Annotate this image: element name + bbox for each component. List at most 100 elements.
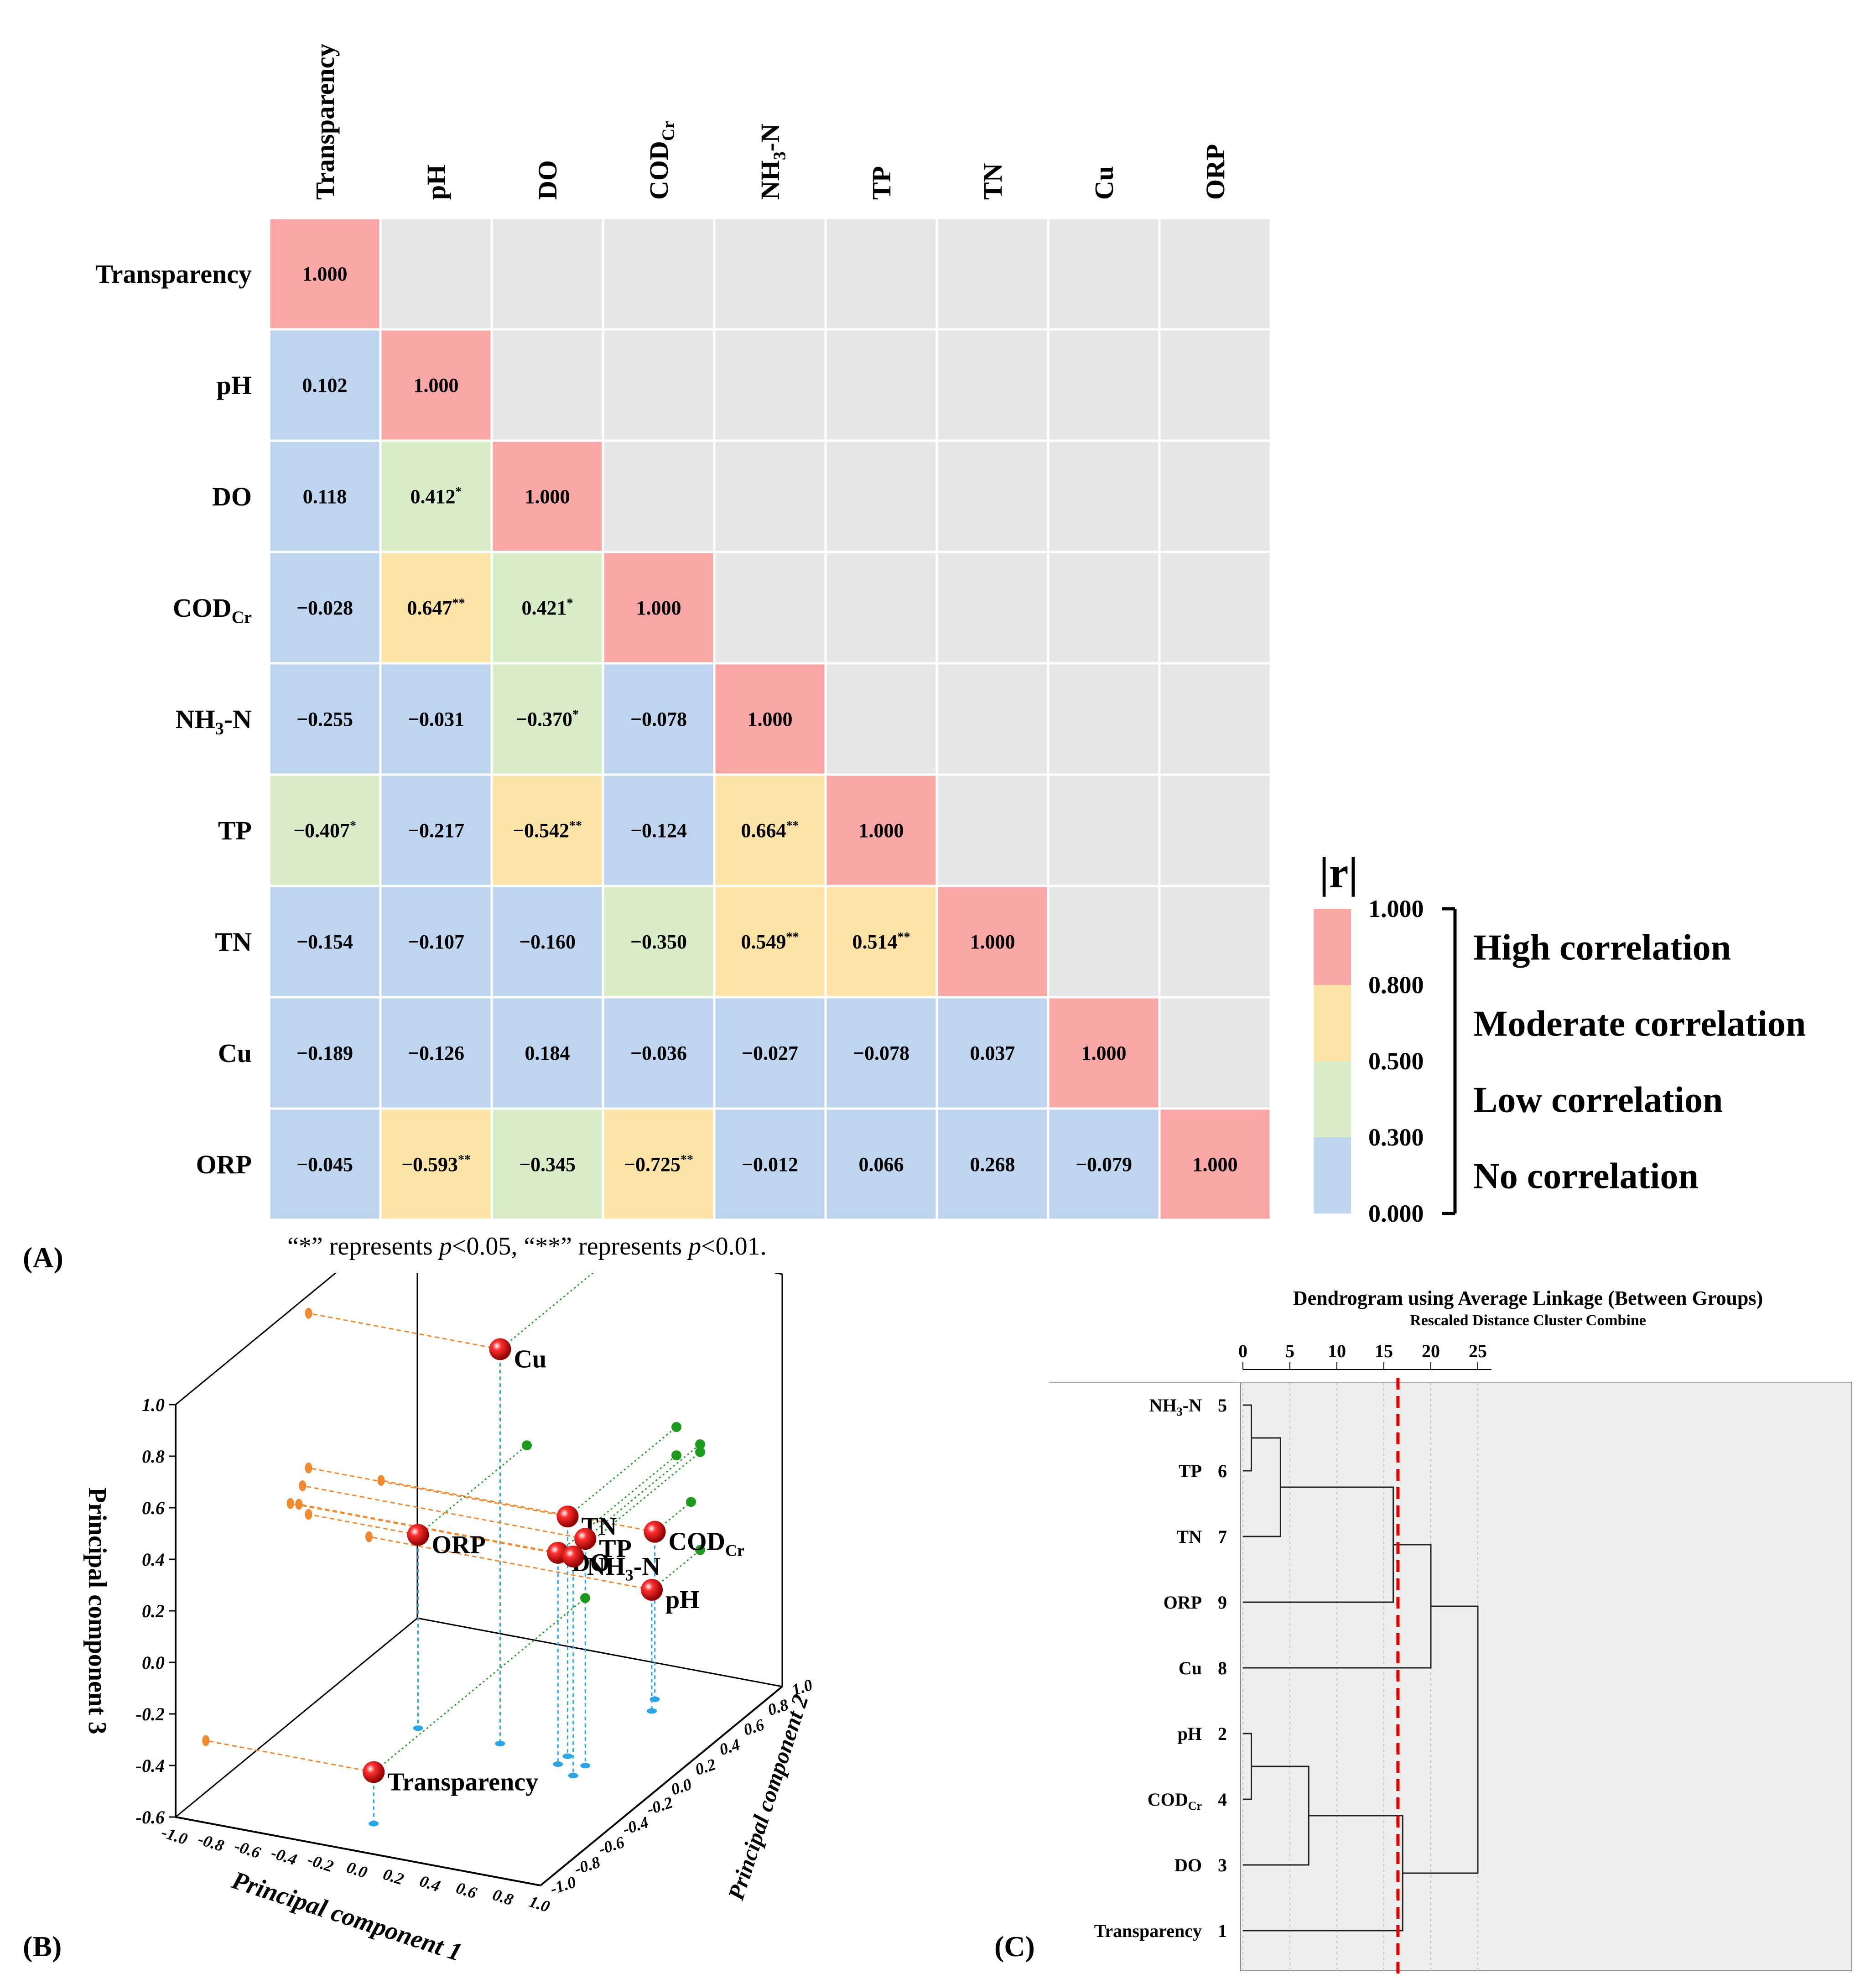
cell-value-text: 0.664: [741, 819, 786, 842]
leaf-label-main: TN: [1176, 1526, 1202, 1547]
floor-projection-marker: [413, 1725, 423, 1731]
dendrogram-branch: [1243, 1765, 1310, 1866]
x-tick-label: -0.6: [232, 1837, 263, 1862]
cell-significance: *: [456, 485, 462, 499]
heatmap-cell-value: 1.000: [970, 931, 1015, 953]
heatmap-cell-value: −0.542**: [513, 819, 582, 842]
z-tick-label: -0.2: [136, 1704, 165, 1724]
x-tick-label: 0.6: [454, 1879, 479, 1902]
side-projection-line: [308, 1312, 500, 1350]
heatmap-cell: [493, 776, 602, 885]
heatmap-empty-cell: [826, 330, 936, 440]
cell-value-text: −0.036: [630, 1042, 687, 1064]
floor-projection-marker: [562, 1753, 573, 1759]
cell-value-text: 1.000: [1081, 1042, 1127, 1064]
side-projection-marker: [295, 1499, 303, 1510]
data-point-label: TP: [599, 1535, 632, 1563]
data-point-label: Cu: [514, 1345, 547, 1374]
data-point-label: pH: [665, 1586, 700, 1614]
leaf-number: 2: [1218, 1724, 1227, 1744]
heatmap-empty-cell: [1049, 330, 1159, 440]
cell-value-text: −0.160: [519, 931, 576, 953]
back-projection-line: [567, 1426, 677, 1517]
heatmap-empty-cell: [604, 219, 713, 328]
back-projection-line: [654, 1501, 691, 1532]
column-label-main: ORP: [1200, 144, 1230, 200]
heatmap-cell-value: −0.107: [408, 931, 464, 953]
heatmap-cell: [270, 553, 379, 662]
z-tick-label: 1.0: [142, 1395, 165, 1415]
heatmap-empty-cell: [1049, 776, 1159, 885]
heatmap-cell: [1049, 998, 1159, 1108]
heatmap-cell-value: 1.000: [525, 485, 570, 508]
back-projection-marker: [580, 1593, 590, 1603]
legend-band-label: High correlation: [1473, 928, 1731, 968]
point-label-sub: 3: [625, 1566, 634, 1584]
dendrogram-plot-area: [1240, 1382, 1852, 1971]
box-edge: [175, 1617, 418, 1818]
x-tick-label: 15: [1375, 1341, 1393, 1361]
data-point: [562, 1545, 584, 1567]
legend-swatch: [1314, 909, 1351, 985]
cell-value-text: −0.154: [296, 931, 353, 953]
z-tick-label: 0.6: [142, 1498, 165, 1518]
x-tick-label: 0.4: [417, 1872, 442, 1895]
box-edge: [175, 1273, 337, 1406]
heatmap-cell: [381, 998, 491, 1108]
heatmap-empty-cell: [1049, 887, 1159, 996]
column-label-main: Transparency: [310, 43, 340, 200]
row-label-main: ORP: [196, 1150, 252, 1179]
heatmap-empty-cell: [1160, 664, 1270, 774]
heatmap-empty-cell: [938, 219, 1047, 328]
point-label-main: ORP: [432, 1531, 486, 1559]
column-label: NH3-N: [755, 124, 789, 200]
cell-value-text: 0.037: [970, 1042, 1015, 1064]
dendrogram-branch: [1243, 1815, 1403, 1932]
cell-value-text: 1.000: [970, 931, 1015, 953]
y-tick-label: 0.6: [741, 1715, 766, 1739]
side-projection-line: [308, 1513, 418, 1536]
heatmap-cell: [270, 442, 379, 551]
heatmap-empty-cell: [1049, 219, 1159, 328]
column-label: Transparency: [310, 43, 340, 200]
axis-y: [540, 1686, 783, 1886]
panel-label-c: (C): [994, 1930, 1035, 1963]
leaf-number: 7: [1218, 1526, 1227, 1547]
cell-value-text: −0.407: [293, 819, 350, 842]
panel-label-a: (A): [23, 1241, 63, 1274]
z-axis-title: Principal component 3: [83, 1487, 111, 1734]
heatmap-cell-value: 1.000: [1081, 1042, 1127, 1064]
cell-significance: **: [452, 596, 465, 610]
heatmap-cell: [381, 887, 491, 996]
z-tick-label: 0.2: [142, 1601, 165, 1621]
cell-value-text: −0.370: [516, 708, 572, 730]
z-tick-label: 0.8: [142, 1446, 165, 1467]
legend-tick-label: 0.500: [1368, 1047, 1424, 1075]
column-label-main: pH: [421, 165, 451, 200]
leaf-number: 5: [1218, 1395, 1227, 1416]
heatmap-cell: [493, 442, 602, 551]
cell-significance: *: [572, 708, 579, 722]
back-projection-marker: [686, 1497, 696, 1507]
heatmap-empty-cell: [1160, 330, 1270, 440]
note-value-2: <0.01.: [701, 1232, 767, 1260]
leaf-label-main: Transparency: [1094, 1921, 1202, 1941]
x-tick-label: 5: [1285, 1341, 1294, 1361]
side-projection-marker: [286, 1498, 294, 1509]
cell-value-text: −0.078: [853, 1042, 909, 1064]
legend-swatch: [1314, 985, 1351, 1061]
leaf-label-tail: -N: [1183, 1395, 1202, 1416]
x-tick-label: -0.8: [196, 1830, 226, 1855]
data-point: [363, 1761, 385, 1783]
y-tick-label: 0.4: [717, 1735, 742, 1759]
heatmap-cell: [381, 553, 491, 662]
back-projection-line: [499, 1273, 594, 1350]
leaf-label: Cu: [1179, 1658, 1202, 1678]
point-label-main: COD: [669, 1528, 725, 1556]
cell-value-text: 1.000: [859, 819, 904, 842]
heatmap-empty-cell: [938, 442, 1047, 551]
cell-value-text: 0.118: [303, 485, 347, 508]
row-label-main: TP: [218, 816, 252, 845]
pca-3d-scatter: -0.6-0.4-0.20.00.20.40.60.81.0-1.0 -0.8 -0…: [83, 1273, 815, 1967]
data-point-label: Transparency: [387, 1768, 538, 1797]
